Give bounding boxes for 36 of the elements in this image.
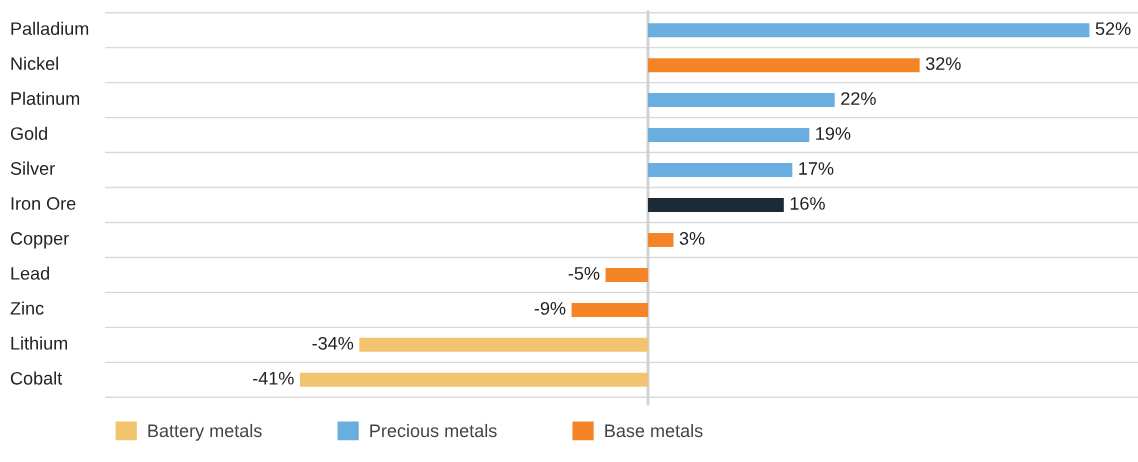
y-tick-label: Lead xyxy=(11,266,49,280)
y-tick-label: Lithium xyxy=(11,336,68,350)
bar xyxy=(605,267,648,282)
legend-label: Base metals xyxy=(605,423,703,438)
data-label: 17% xyxy=(799,162,834,175)
data-label: 32% xyxy=(925,57,961,70)
legend-label: Precious metals xyxy=(370,423,497,438)
bar xyxy=(647,232,674,247)
y-tick-label: Copper xyxy=(10,232,69,249)
y-tick-label: Gold xyxy=(10,126,47,140)
bar xyxy=(571,302,648,317)
data-label: 22% xyxy=(841,92,876,105)
bar xyxy=(299,372,648,387)
y-tick-label: Platinum xyxy=(11,91,80,105)
bar xyxy=(647,163,793,178)
bar xyxy=(647,198,784,212)
bar xyxy=(647,93,835,108)
data-label: -34% xyxy=(312,336,354,350)
bar xyxy=(647,58,920,73)
y-tick-label: Palladium xyxy=(11,21,89,36)
y-tick-label: Nickel xyxy=(11,56,58,70)
data-label: 16% xyxy=(790,197,825,210)
bar xyxy=(647,128,810,143)
y-tick-label: Iron Ore xyxy=(11,197,76,210)
data-label: -5% xyxy=(568,267,600,280)
data-label: 52% xyxy=(1095,22,1131,36)
y-tick-label: Cobalt xyxy=(10,371,63,385)
bar xyxy=(359,337,648,352)
legend-label: Battery metals xyxy=(148,423,262,441)
data-label: -41% xyxy=(253,371,294,385)
bar xyxy=(647,23,1090,38)
data-label: 3% xyxy=(679,232,705,245)
y-tick-label: Silver xyxy=(10,161,55,175)
y-tick-label: Zinc xyxy=(10,301,44,315)
data-label: -9% xyxy=(534,301,566,315)
data-label: 19% xyxy=(816,127,851,140)
